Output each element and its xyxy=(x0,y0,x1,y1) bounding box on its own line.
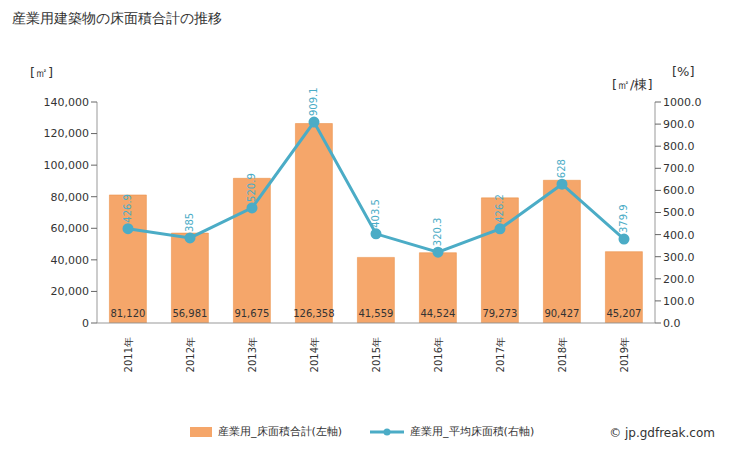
svg-text:426.2: 426.2 xyxy=(495,194,506,223)
svg-text:2019年: 2019年 xyxy=(619,337,630,372)
svg-text:20,000: 20,000 xyxy=(51,285,90,298)
svg-text:320.3: 320.3 xyxy=(433,218,444,247)
svg-text:2011年: 2011年 xyxy=(123,337,134,372)
svg-text:379.9: 379.9 xyxy=(619,204,630,233)
svg-text:100,000: 100,000 xyxy=(44,159,90,172)
svg-text:300.0: 300.0 xyxy=(663,251,695,264)
svg-text:41,559: 41,559 xyxy=(358,308,393,319)
svg-text:909.1: 909.1 xyxy=(309,87,320,116)
svg-text:385: 385 xyxy=(185,213,196,232)
svg-text:2017年: 2017年 xyxy=(495,337,506,372)
svg-text:400.0: 400.0 xyxy=(663,229,695,242)
svg-text:2015年: 2015年 xyxy=(371,337,382,372)
svg-text:200.0: 200.0 xyxy=(663,273,695,286)
svg-text:0: 0 xyxy=(82,317,89,330)
svg-text:140,000: 140,000 xyxy=(44,96,90,109)
svg-text:56,981: 56,981 xyxy=(172,308,207,319)
svg-text:600.0: 600.0 xyxy=(663,184,695,197)
svg-text:2016年: 2016年 xyxy=(433,337,444,372)
svg-text:2013年: 2013年 xyxy=(247,337,258,372)
svg-text:426.9: 426.9 xyxy=(123,194,134,223)
svg-text:44,524: 44,524 xyxy=(420,308,455,319)
svg-text:40,000: 40,000 xyxy=(51,254,90,267)
svg-text:60,000: 60,000 xyxy=(51,222,90,235)
html-text:産業用建築物の床面積合計の推移: 産業用建築物の床面積合計の推移 xyxy=(12,10,222,26)
svg-text:2012年: 2012年 xyxy=(185,337,196,372)
svg-text:100.0: 100.0 xyxy=(663,295,695,308)
svg-text:79,273: 79,273 xyxy=(482,308,517,319)
svg-text:120,000: 120,000 xyxy=(44,127,90,140)
svg-text:700.0: 700.0 xyxy=(663,162,695,175)
svg-text:2018年: 2018年 xyxy=(557,337,568,372)
svg-text:1000.0: 1000.0 xyxy=(663,96,702,109)
svg-text:628: 628 xyxy=(557,159,568,178)
svg-text:0.0: 0.0 xyxy=(663,317,681,330)
svg-text:800.0: 800.0 xyxy=(663,140,695,153)
svg-text:520.9: 520.9 xyxy=(247,173,258,202)
svg-text:81,120: 81,120 xyxy=(110,308,145,319)
svg-text:900.0: 900.0 xyxy=(663,118,695,131)
svg-text:2014年: 2014年 xyxy=(309,337,320,372)
html-text:産業用_平均床面積(右軸): 産業用_平均床面積(右軸) xyxy=(410,425,535,438)
svg-text:80,000: 80,000 xyxy=(51,191,90,204)
svg-text:45,207: 45,207 xyxy=(606,308,641,319)
svg-text:91,675: 91,675 xyxy=(234,308,269,319)
svg-text:90,427: 90,427 xyxy=(544,308,579,319)
html-text:[㎡/棟]: [㎡/棟] xyxy=(612,77,653,92)
svg-text:500.0: 500.0 xyxy=(663,206,695,219)
svg-text:126,358: 126,358 xyxy=(293,308,334,319)
html-text:© jp.gdfreak.com: © jp.gdfreak.com xyxy=(609,426,715,440)
html-text:産業用_床面積合計(左軸): 産業用_床面積合計(左軸) xyxy=(218,425,343,438)
svg-text:403.5: 403.5 xyxy=(371,199,382,228)
